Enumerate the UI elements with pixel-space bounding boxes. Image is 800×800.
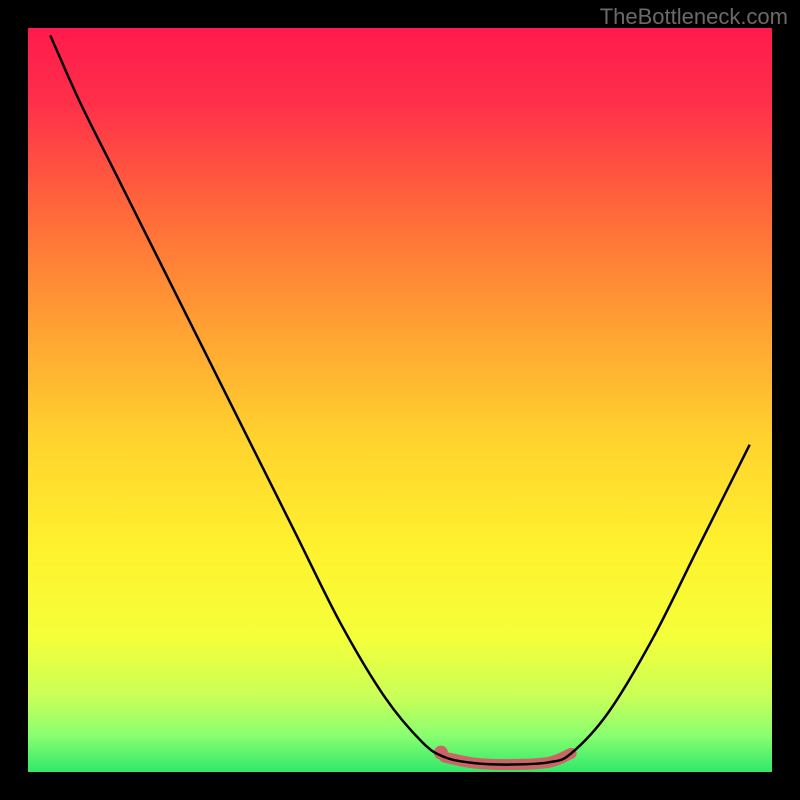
attribution-text: TheBottleneck.com: [600, 4, 788, 30]
chart-gradient-background: [28, 28, 772, 772]
chart-svg: [0, 0, 800, 800]
chart-container: TheBottleneck.com: [0, 0, 800, 800]
